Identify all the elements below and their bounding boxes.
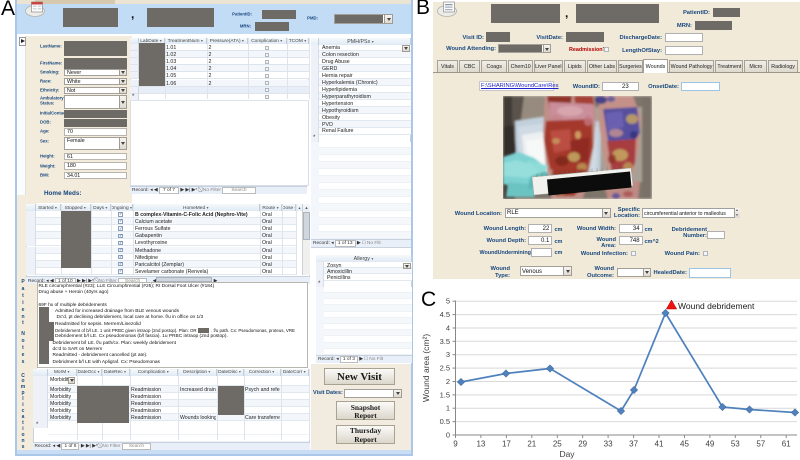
svg-text:45: 45	[680, 440, 689, 449]
svg-text:Wound area (cm²): Wound area (cm²)	[421, 334, 431, 403]
svg-text:25: 25	[553, 440, 562, 449]
svg-text:5: 5	[446, 297, 450, 306]
svg-text:49: 49	[705, 440, 714, 449]
svg-text:37: 37	[629, 440, 638, 449]
svg-text:61: 61	[782, 440, 791, 449]
svg-text:4: 4	[446, 324, 450, 333]
svg-text:1: 1	[446, 404, 450, 413]
svg-text:13: 13	[476, 440, 485, 449]
svg-text:2.5: 2.5	[440, 364, 450, 373]
svg-text:0: 0	[446, 431, 450, 440]
svg-text:53: 53	[731, 440, 740, 449]
svg-text:1.5: 1.5	[440, 390, 450, 399]
svg-text:4.5: 4.5	[440, 310, 450, 319]
svg-text:29: 29	[578, 440, 587, 449]
svg-text:3: 3	[446, 350, 450, 359]
svg-text:0.5: 0.5	[440, 417, 450, 426]
svg-text:21: 21	[527, 440, 536, 449]
svg-text:Day: Day	[559, 449, 575, 459]
svg-text:57: 57	[756, 440, 765, 449]
svg-text:2: 2	[446, 377, 450, 386]
svg-text:3.5: 3.5	[440, 337, 450, 346]
svg-text:17: 17	[502, 440, 511, 449]
svg-text:41: 41	[655, 440, 664, 449]
svg-text:9: 9	[453, 440, 458, 449]
svg-text:33: 33	[604, 440, 613, 449]
svg-text:Wound debridement: Wound debridement	[678, 301, 755, 311]
